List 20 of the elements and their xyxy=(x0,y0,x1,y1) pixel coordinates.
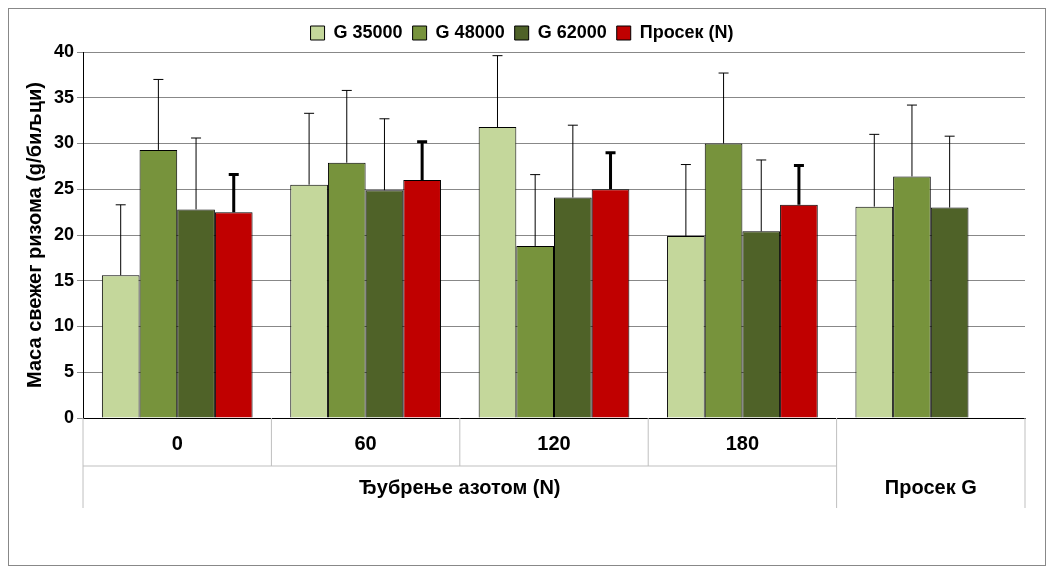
y-tick-label: 35 xyxy=(53,86,75,107)
y-axis-title: Маса свежег ризома (g/биљци) xyxy=(22,82,45,388)
y-tick-label: 5 xyxy=(64,361,75,382)
y-tick-label: 25 xyxy=(53,178,75,199)
text: Ђубрење азотом (N) xyxy=(359,475,561,498)
legend-label: G 35000 xyxy=(333,21,403,42)
legend-label: G 48000 xyxy=(435,21,505,42)
x-tick-label: 60 xyxy=(354,431,377,454)
y-tick-label: 40 xyxy=(53,40,75,61)
text: Просек G xyxy=(884,475,977,498)
y-tick-label: 20 xyxy=(53,223,75,244)
y-tick-label: 15 xyxy=(53,269,75,290)
x-tick-label: 0 xyxy=(171,431,183,454)
x-tick-label: 180 xyxy=(725,431,760,454)
x-tick-label: 120 xyxy=(537,431,571,454)
legend-label: G 62000 xyxy=(537,21,607,42)
y-tick-label: 0 xyxy=(64,406,75,427)
legend-label: Просек (N) xyxy=(639,21,734,42)
y-tick-label: 30 xyxy=(53,132,75,153)
y-tick-label: 10 xyxy=(53,315,75,336)
